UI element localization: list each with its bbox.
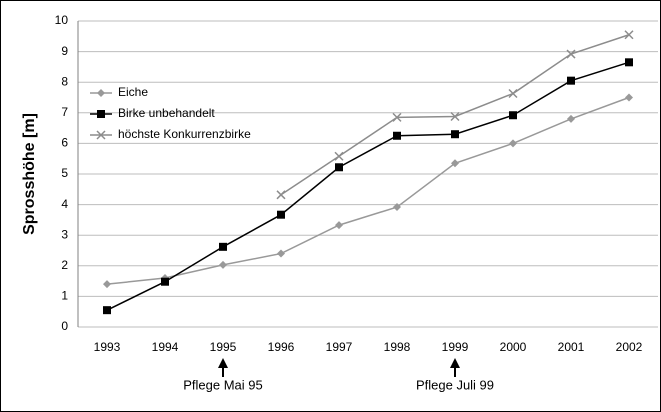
x-tick-label: 1998 [384,340,411,354]
y-tick-label: 5 [61,166,68,180]
x-tick-label: 1995 [210,340,237,354]
y-tick-label: 7 [61,105,68,119]
marker [97,89,105,97]
y-tick-label: 2 [61,258,68,272]
legend-label: Eiche [118,85,148,99]
marker [97,110,105,118]
y-tick-label: 10 [55,13,69,27]
marker [508,88,518,99]
y-tick-label: 3 [61,227,68,241]
marker [277,249,285,258]
x-tick-label: 1997 [326,340,353,354]
y-axis-label: Sprosshöhe [m] [21,113,38,235]
annotation-arrowhead [218,358,228,368]
series-line [106,96,630,285]
annotation-arrowhead [450,358,460,368]
marker [219,260,227,269]
marker [335,163,343,172]
y-tick-label: 6 [61,136,68,150]
y-tick-label: 4 [61,197,68,211]
marker [219,242,227,251]
marker [392,112,402,122]
marker [334,151,344,161]
marker [625,93,633,102]
marker [103,280,111,289]
series-line [106,61,630,311]
marker [567,114,575,123]
marker [277,210,285,219]
x-tick-label: 1999 [442,340,469,354]
marker [566,49,576,59]
marker [103,306,111,315]
marker [161,277,169,286]
marker [567,76,575,85]
y-tick-label: 0 [61,319,68,333]
annotation: Pflege Mai 95 [183,377,263,392]
y-tick-label: 8 [61,74,68,88]
marker [451,159,459,168]
marker [450,111,460,122]
marker [624,30,634,40]
marker [509,139,517,148]
y-tick-label: 9 [61,44,68,58]
x-tick-label: 2001 [558,340,585,354]
annotation: Pflege Juli 99 [416,377,494,392]
y-tick-label: 1 [61,289,68,303]
x-tick-label: 2000 [500,340,527,354]
marker [509,111,517,120]
marker [335,221,343,230]
marker [96,130,106,140]
x-tick-label: 1996 [268,340,295,354]
marker [393,203,401,212]
x-tick-label: 1994 [152,340,179,354]
x-tick-label: 2002 [616,340,643,354]
legend-label: Birke unbehandelt [118,106,215,120]
x-tick-label: 1993 [94,340,121,354]
marker [625,58,633,67]
marker [393,131,401,140]
marker [451,130,459,139]
legend-label: höchste Konkurrenzbirke [118,127,251,141]
marker [276,190,286,200]
